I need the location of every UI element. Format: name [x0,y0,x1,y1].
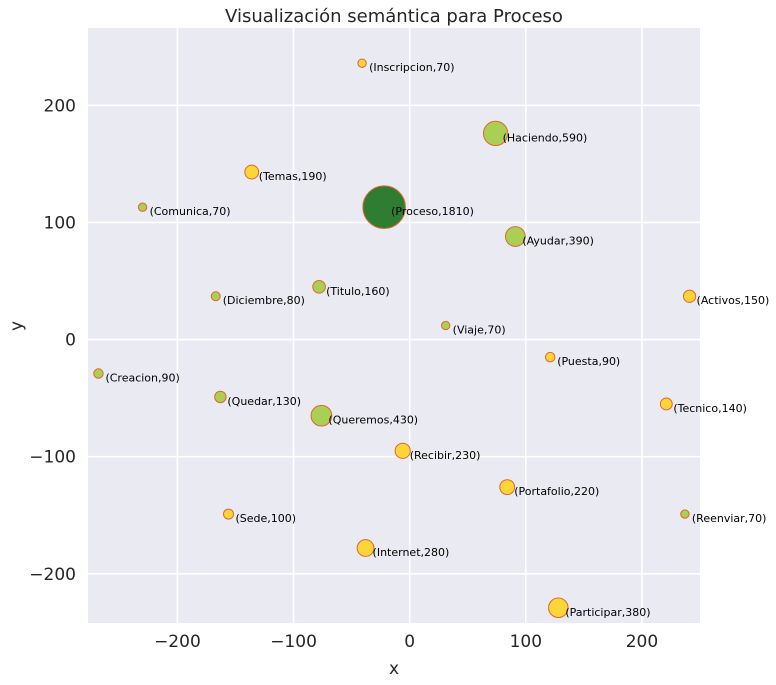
data-point-activos [682,289,697,303]
point-label-comunica: (Comunica,70) [150,205,231,218]
point-label-viaje: (Viaje,70) [453,324,506,337]
data-point-comunica [137,202,148,212]
y-tick-label: −100 [29,448,76,468]
data-point-recibir [394,442,411,459]
data-points [93,58,697,619]
point-label-queremos: (Queremos,430) [328,414,418,427]
point-label-proceso: (Proceso,1810) [391,205,474,218]
point-label-haciendo: (Haciendo,590) [503,131,588,144]
point-labels: (Proceso,1810) (Inscripcion,70) (Haciendo,… [105,61,769,619]
point-label-titulo: (Titulo,160) [326,285,390,298]
data-point-inscripcion [357,58,367,68]
data-point-ayudar [504,226,526,247]
y-tick-label: 200 [44,96,76,116]
tick-labels: −200 −100 0 100 200 −200 −100 0 100 200 [29,96,658,652]
x-tick-label: 200 [626,632,658,652]
point-label-participar: (Participar,380) [565,606,650,619]
data-point-titulo [312,280,326,294]
point-label-diciembre: (Diciembre,80) [223,294,305,307]
chart-title: Visualización semántica para Proceso [225,6,563,27]
point-label-ayudar: (Ayudar,390) [522,234,594,247]
data-point-viaje [440,320,451,331]
x-tick-label: −100 [270,632,317,652]
point-label-tecnico: (Tecnico,140) [673,402,747,415]
data-point-participar [548,597,569,619]
point-label-recibir: (Recibir,230) [410,449,481,462]
point-label-creacion: (Creacion,90) [105,372,179,385]
data-point-quedar [214,390,227,404]
point-label-reenviar: (Reenviar,70) [692,512,767,525]
data-point-reenviar [680,509,690,519]
y-tick-label: −200 [29,565,76,585]
x-axis-label: x [389,659,399,679]
data-point-temas [244,164,260,180]
data-point-puesta [544,351,556,363]
y-tick-label: 100 [44,213,76,233]
point-label-activos: (Activos,150) [697,294,770,307]
x-tick-label: 0 [404,632,415,652]
point-label-puesta: (Puesta,90) [557,355,620,368]
data-point-tecnico [659,397,673,411]
y-tick-label: 0 [65,331,76,351]
y-axis-label: y [7,321,27,331]
data-point-creacion [93,368,104,379]
plot-area [88,28,700,623]
x-tick-label: 100 [510,632,542,652]
grid-lines [88,28,700,623]
point-label-internet: (Internet,280) [373,546,450,559]
point-label-portafolio: (Portafolio,220) [514,485,599,498]
data-point-sede [223,508,235,520]
x-tick-label: −200 [154,632,201,652]
data-point-queremos [310,404,333,427]
point-label-quedar: (Quedar,130) [227,395,301,408]
data-point-portafolio [499,479,516,496]
data-point-diciembre [210,291,221,302]
point-label-inscripcion: (Inscripcion,70) [369,61,454,74]
point-label-sede: (Sede,100) [236,512,297,525]
data-point-haciendo [482,120,509,147]
data-point-proceso [362,185,406,229]
data-point-internet [356,539,375,557]
point-label-temas: (Temas,190) [259,170,327,183]
